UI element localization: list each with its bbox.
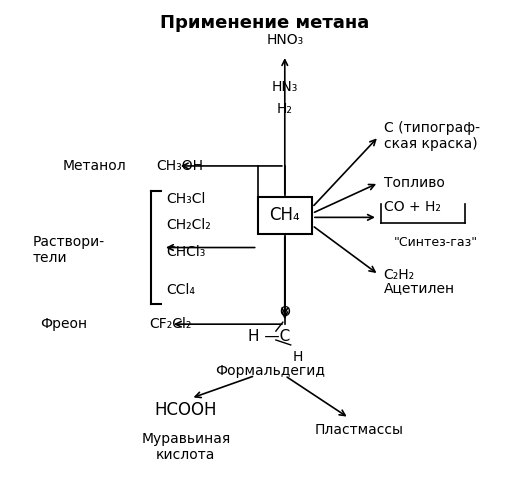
Text: O: O: [279, 305, 290, 319]
Text: CHCl₃: CHCl₃: [166, 245, 206, 259]
Text: H: H: [293, 350, 303, 364]
Text: CH₃Cl: CH₃Cl: [166, 192, 206, 205]
Text: CH₄: CH₄: [269, 206, 300, 224]
Text: C₂H₂: C₂H₂: [384, 268, 415, 281]
Text: Фреон: Фреон: [40, 317, 87, 331]
Text: Применение метана: Применение метана: [161, 14, 369, 32]
Text: C (типограф-
ская краска): C (типограф- ская краска): [384, 121, 480, 152]
Text: HCOOH: HCOOH: [155, 401, 217, 419]
Bar: [258, 196, 312, 234]
Text: CO + H₂: CO + H₂: [384, 200, 440, 214]
Text: Пластмассы: Пластмассы: [314, 423, 403, 437]
Text: H —C: H —C: [248, 328, 290, 344]
Text: CF₂Cl₂: CF₂Cl₂: [149, 317, 192, 331]
Text: Метанол: Метанол: [62, 159, 126, 173]
Text: CCl₄: CCl₄: [166, 282, 195, 296]
Text: "Синтез-газ": "Синтез-газ": [394, 236, 478, 249]
Text: Формальдегид: Формальдегид: [215, 364, 325, 378]
Text: Топливо: Топливо: [384, 176, 445, 190]
Text: Муравьиная
кислота: Муравьиная кислота: [141, 432, 231, 462]
Text: HN₃: HN₃: [271, 80, 298, 94]
Text: Раствори-
тели: Раствори- тели: [32, 235, 104, 265]
Text: H₂: H₂: [277, 102, 293, 116]
Text: CH₂Cl₂: CH₂Cl₂: [166, 218, 211, 232]
Text: HNO₃: HNO₃: [266, 34, 303, 48]
Text: CH₃OH: CH₃OH: [156, 159, 203, 173]
Text: Ацетилен: Ацетилен: [384, 280, 455, 294]
